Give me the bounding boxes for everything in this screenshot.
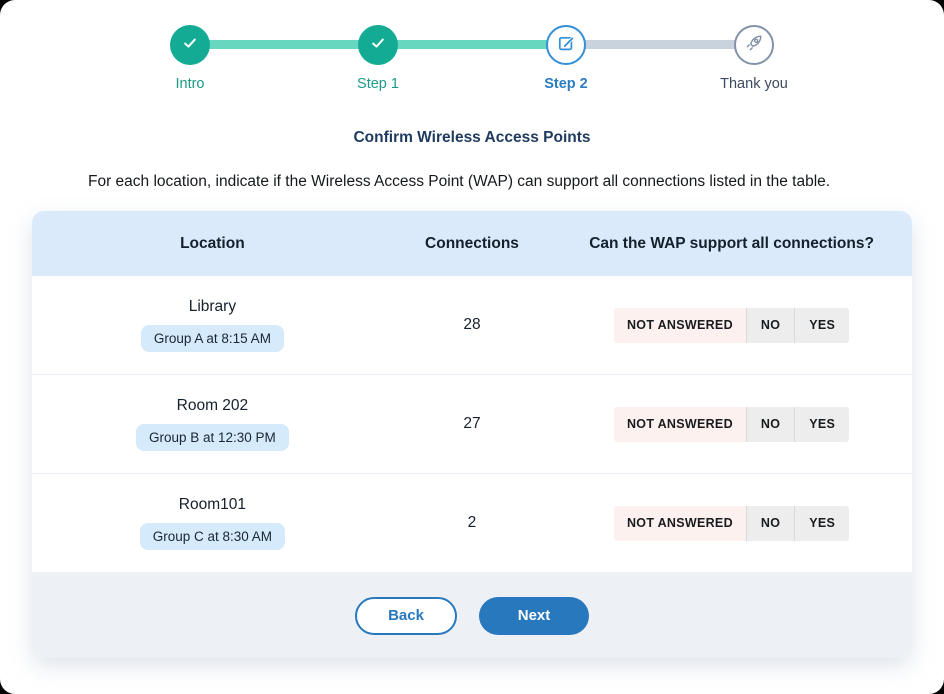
answer-segmented-control: NOT ANSWERED NO YES <box>613 307 850 343</box>
page-description: For each location, indicate if the Wirel… <box>88 173 831 190</box>
progress-stepper: Intro Step 1 Step 2 Thank you <box>170 19 788 105</box>
option-yes[interactable]: YES <box>794 406 850 442</box>
location-name: Room101 <box>178 496 246 514</box>
group-badge: Group A at 8:15 AM <box>140 325 284 353</box>
step-label-step2: Step 2 <box>544 76 588 92</box>
wap-table-card: Location Connections Can the WAP support… <box>32 211 912 659</box>
table-header-row: Location Connections Can the WAP support… <box>32 211 912 277</box>
option-not-answered[interactable]: NOT ANSWERED <box>613 307 746 343</box>
option-not-answered[interactable]: NOT ANSWERED <box>613 505 746 541</box>
page-title: Confirm Wireless Access Points <box>353 129 591 146</box>
stepper-connector-done <box>378 40 566 49</box>
check-icon <box>181 34 199 57</box>
step-label-thank-you: Thank you <box>720 76 788 92</box>
step-2-circle[interactable] <box>546 25 586 65</box>
connections-count: 28 <box>463 316 481 334</box>
option-not-answered[interactable]: NOT ANSWERED <box>613 406 746 442</box>
edit-icon <box>556 33 576 58</box>
next-button[interactable]: Next <box>479 596 589 635</box>
connections-count: 27 <box>463 415 481 433</box>
header-connections: Connections <box>425 234 519 252</box>
option-no[interactable]: NO <box>745 505 795 541</box>
connections-count: 2 <box>467 514 477 532</box>
stepper-connector-done <box>190 40 378 49</box>
answer-segmented-control: NOT ANSWERED NO YES <box>613 406 850 442</box>
step-label-intro: Intro <box>175 76 205 92</box>
step-label-step1: Step 1 <box>357 76 399 92</box>
option-yes[interactable]: YES <box>794 307 850 343</box>
stepper-connector-todo <box>566 40 754 49</box>
back-button[interactable]: Back <box>355 596 457 635</box>
step-thank-you-circle[interactable] <box>734 25 774 65</box>
header-question: Can the WAP support all connections? <box>589 234 874 252</box>
option-yes[interactable]: YES <box>794 505 850 541</box>
step-1-circle[interactable] <box>358 25 398 65</box>
step-intro-circle[interactable] <box>170 25 210 65</box>
location-name: Library <box>188 298 237 316</box>
check-icon <box>369 34 387 57</box>
group-badge: Group B at 12:30 PM <box>135 424 289 452</box>
location-name: Room 202 <box>176 397 249 415</box>
group-badge: Group C at 8:30 AM <box>139 523 286 551</box>
header-location: Location <box>180 234 245 252</box>
table-row: Room101 Group C at 8:30 AM 2 NOT ANSWERE… <box>32 474 912 574</box>
option-no[interactable]: NO <box>745 406 795 442</box>
table-row: Room 202 Group B at 12:30 PM 27 NOT ANSW… <box>32 375 912 475</box>
rocket-icon <box>743 32 765 59</box>
option-no[interactable]: NO <box>745 307 795 343</box>
answer-segmented-control: NOT ANSWERED NO YES <box>613 505 850 541</box>
table-row: Library Group A at 8:15 AM 28 NOT ANSWER… <box>32 276 912 376</box>
card-footer: Back Next <box>32 573 912 659</box>
